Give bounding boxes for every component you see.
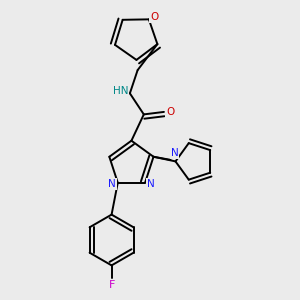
Text: O: O <box>150 12 159 22</box>
Text: N: N <box>147 179 154 189</box>
Text: N: N <box>108 179 116 189</box>
Text: N: N <box>171 148 178 158</box>
Text: HN: HN <box>113 86 128 96</box>
Text: F: F <box>108 280 115 290</box>
Text: O: O <box>166 107 174 117</box>
